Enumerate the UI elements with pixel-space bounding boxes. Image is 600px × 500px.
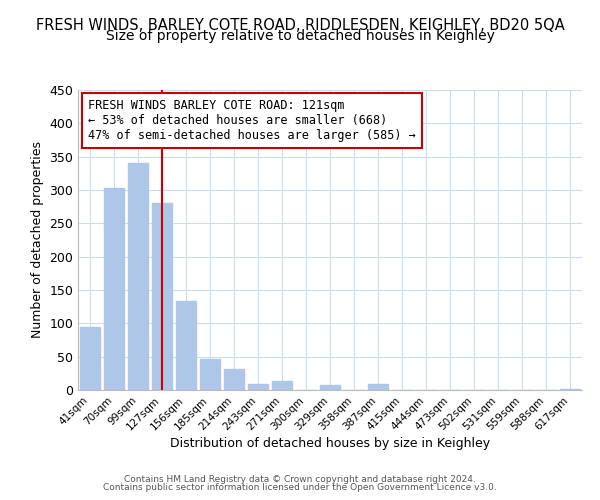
Text: FRESH WINDS, BARLEY COTE ROAD, RIDDLESDEN, KEIGHLEY, BD20 5QA: FRESH WINDS, BARLEY COTE ROAD, RIDDLESDE… <box>35 18 565 32</box>
Bar <box>248 384 268 390</box>
Text: Size of property relative to detached houses in Keighley: Size of property relative to detached ho… <box>106 29 494 43</box>
Bar <box>80 326 100 390</box>
Bar <box>152 204 172 390</box>
Bar <box>176 302 196 390</box>
Text: FRESH WINDS BARLEY COTE ROAD: 121sqm
← 53% of detached houses are smaller (668)
: FRESH WINDS BARLEY COTE ROAD: 121sqm ← 5… <box>88 99 416 142</box>
Y-axis label: Number of detached properties: Number of detached properties <box>31 142 44 338</box>
Text: Contains HM Land Registry data © Crown copyright and database right 2024.: Contains HM Land Registry data © Crown c… <box>124 475 476 484</box>
Bar <box>368 384 388 390</box>
Bar <box>104 188 124 390</box>
Bar <box>272 380 292 390</box>
X-axis label: Distribution of detached houses by size in Keighley: Distribution of detached houses by size … <box>170 438 490 450</box>
Bar <box>128 164 148 390</box>
Text: Contains public sector information licensed under the Open Government Licence v3: Contains public sector information licen… <box>103 484 497 492</box>
Bar <box>224 370 244 390</box>
Bar <box>320 386 340 390</box>
Bar <box>560 388 580 390</box>
Bar <box>200 358 220 390</box>
